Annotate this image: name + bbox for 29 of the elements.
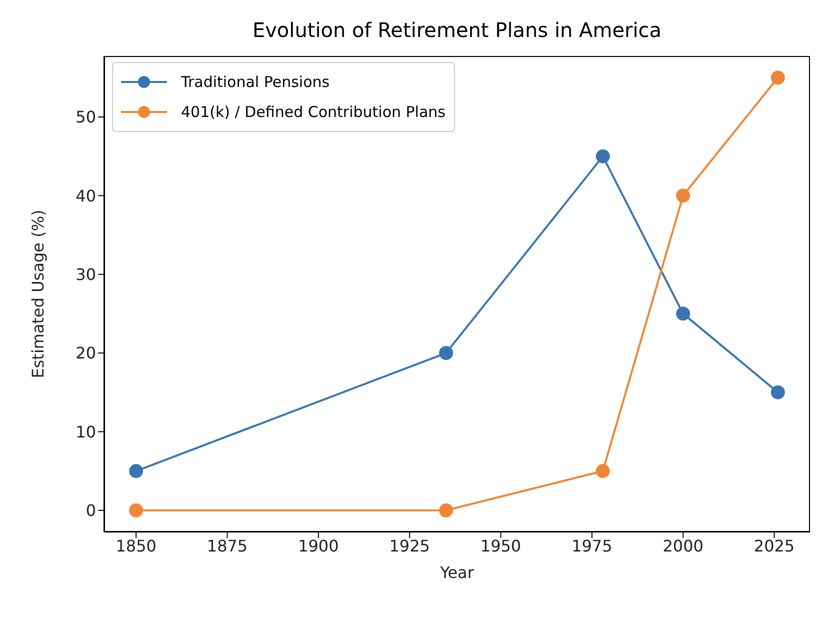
y-tick-label: 50 bbox=[76, 108, 96, 127]
legend-label: 401(k) / Defined Contribution Plans bbox=[181, 103, 446, 121]
x-tick-label: 2025 bbox=[754, 536, 795, 556]
x-tick-label: 1925 bbox=[389, 536, 430, 556]
legend-label: Traditional Pensions bbox=[181, 73, 330, 91]
x-tick-label: 1900 bbox=[298, 536, 339, 556]
y-tick-label: 30 bbox=[76, 265, 96, 284]
x-tick-label: 1950 bbox=[480, 536, 522, 556]
point bbox=[770, 70, 785, 85]
point bbox=[439, 346, 454, 360]
point bbox=[439, 503, 454, 518]
chart-title: Evolution of Retirement Plans in America bbox=[251, 18, 663, 42]
point bbox=[129, 464, 144, 478]
y-tick-label: 0 bbox=[86, 501, 96, 520]
x-axis-title: Year bbox=[439, 563, 474, 582]
point bbox=[129, 503, 144, 518]
y-tick-label: 10 bbox=[76, 422, 96, 442]
point bbox=[596, 149, 610, 164]
point bbox=[596, 464, 610, 478]
y-tick-label: 40 bbox=[76, 186, 96, 206]
x-tick-label: 2000 bbox=[662, 536, 704, 556]
x-tick-label: 1875 bbox=[206, 536, 248, 556]
point bbox=[770, 385, 785, 400]
x-tick-label: 1850 bbox=[116, 536, 156, 556]
y-tick-label: 20 bbox=[76, 344, 96, 363]
x-tick-label: 1975 bbox=[572, 536, 612, 556]
y-axis-title: Estimated Usage (%) bbox=[28, 210, 48, 378]
point bbox=[676, 306, 690, 321]
point bbox=[676, 188, 690, 203]
